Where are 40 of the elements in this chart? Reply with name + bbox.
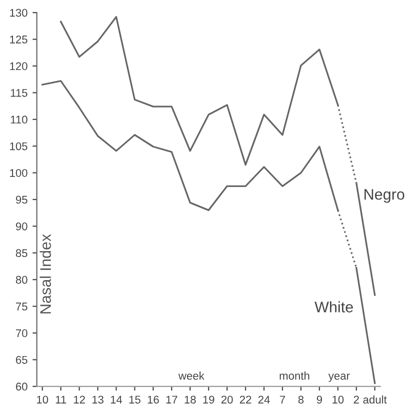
x-tick-label: 19 <box>203 396 214 404</box>
y-tick-label: 110 <box>10 116 28 124</box>
y-tick-label: 75 <box>16 302 28 310</box>
y-tick-label: 80 <box>16 276 28 284</box>
y-tick-label: 90 <box>16 222 28 230</box>
y-tick-label: 115 <box>10 89 28 97</box>
annotation: year <box>328 374 350 382</box>
x-tick-label: 20 <box>221 396 233 404</box>
x-tick-label: 14 <box>110 396 122 404</box>
x-tick-label: 13 <box>92 396 104 404</box>
y-tick-label: 70 <box>16 329 28 338</box>
x-tick-label: 22 <box>240 396 252 404</box>
x-tick-label: 10 <box>332 396 344 404</box>
x-tick-label: 16 <box>148 396 159 404</box>
y-tick-label: 95 <box>16 196 28 204</box>
x-tick-label: 24 <box>258 396 270 404</box>
x-tick-label: 12 <box>74 396 85 404</box>
x-tick-label: adult <box>363 395 387 404</box>
x-tick-label: 7 <box>280 396 286 404</box>
y-tick-label: 130 <box>10 8 28 17</box>
x-tick-label: 17 <box>166 396 178 404</box>
y-tick-label: 100 <box>10 169 28 177</box>
y-tick-label: 85 <box>16 249 28 258</box>
x-tick-label: 2 <box>354 396 359 404</box>
x-tick-label: 11 <box>56 396 66 404</box>
annotation: month <box>280 372 310 380</box>
x-tick-label: 18 <box>184 396 196 404</box>
x-tick-label: 15 <box>129 396 140 404</box>
series-label: White <box>314 301 353 312</box>
y-tick-label: 65 <box>16 356 28 364</box>
x-tick-label: 8 <box>298 396 304 404</box>
x-tick-label: 9 <box>316 396 322 404</box>
x-tick-label: 10 <box>37 396 48 404</box>
y-tick-label: 105 <box>10 142 28 150</box>
y-tick-label: 60 <box>16 382 28 391</box>
y-axis-title: Nasal Index <box>40 234 51 314</box>
annotation: week <box>178 372 204 380</box>
series-label: Negro <box>364 189 404 203</box>
y-tick-label: 125 <box>10 36 28 44</box>
y-tick-label: 120 <box>10 62 28 70</box>
